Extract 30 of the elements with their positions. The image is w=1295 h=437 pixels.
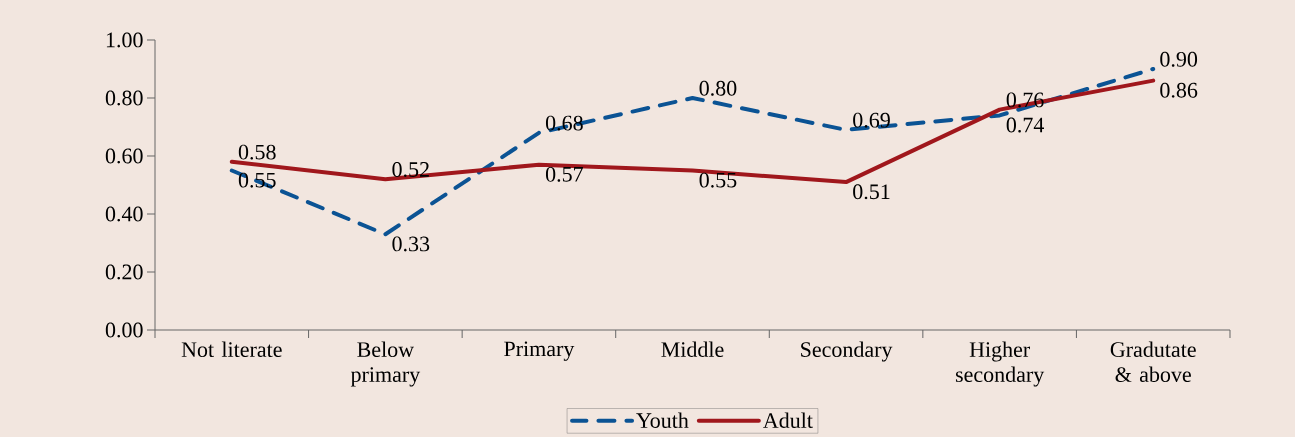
y-tick-label: 0.40 — [105, 206, 143, 222]
data-label: 0.55 — [238, 172, 276, 188]
x-tick-label: Secondary — [801, 341, 893, 362]
y-tick-label: 1.00 — [106, 32, 143, 48]
data-label: 0.80 — [699, 80, 737, 96]
x-tick-label: Below primary — [350, 341, 421, 387]
data-label: 0.33 — [392, 236, 430, 252]
data-label: 0.51 — [853, 184, 890, 200]
x-tick-label: Middle — [661, 341, 724, 357]
y-tick-label: 0.80 — [105, 90, 143, 106]
x-tick-label: Not literate — [181, 341, 282, 357]
data-label: 0.55 — [699, 172, 737, 188]
y-tick-label: 0.20 — [105, 264, 143, 280]
legend-label: Adult — [763, 412, 813, 428]
data-label: 0.69 — [853, 112, 890, 128]
x-tick-label: Gradutate & above — [1110, 341, 1196, 382]
data-label: 0.52 — [392, 162, 429, 177]
data-label: 0.68 — [545, 115, 583, 131]
data-label: 0.90 — [1160, 51, 1198, 67]
legend-label: Youth — [636, 412, 689, 428]
data-label: 0.74 — [1006, 117, 1044, 133]
y-tick-label: 0.60 — [105, 148, 143, 164]
data-label: 0.57 — [545, 166, 583, 182]
data-label: 0.58 — [238, 144, 276, 160]
x-tick-label: Higher secondary — [955, 341, 1045, 387]
data-label: 0.76 — [1006, 92, 1044, 108]
data-label: 0.86 — [1160, 82, 1198, 98]
line-series — [229, 67, 1156, 237]
x-tick-label: Primary — [504, 341, 575, 361]
y-tick-label: 0.00 — [105, 322, 143, 338]
